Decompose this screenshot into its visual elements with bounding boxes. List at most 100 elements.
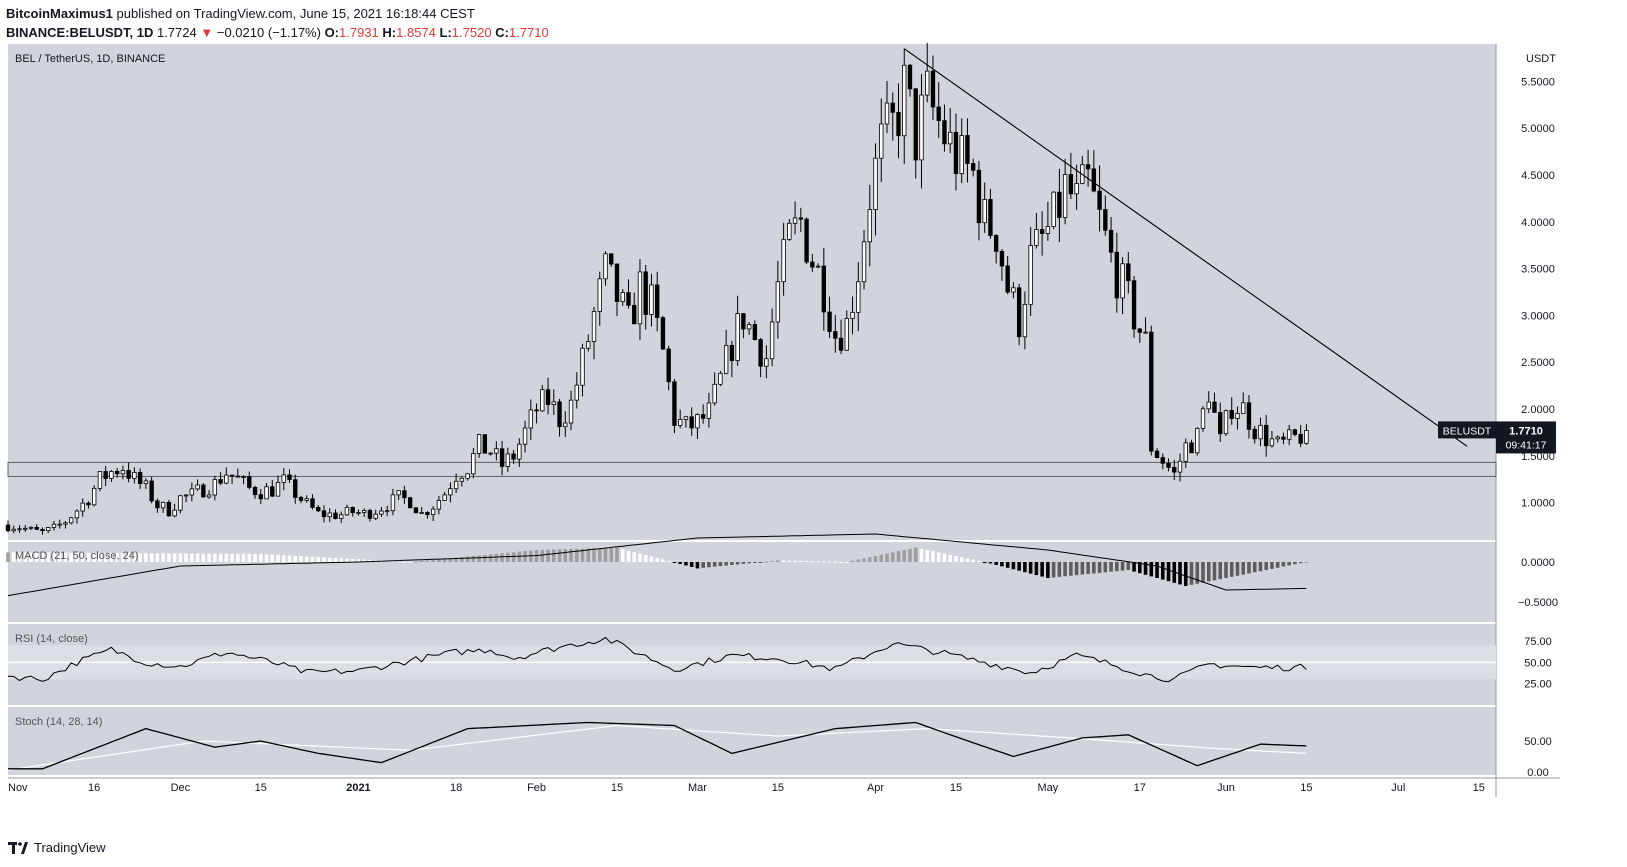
descending-trendline[interactable] [903, 48, 1468, 447]
macd-histogram-bar [1189, 562, 1194, 585]
rsi-title: RSI (14, close) [15, 633, 88, 645]
open-value: 1.7931 [339, 25, 379, 40]
macd-histogram-bar [586, 548, 591, 562]
rsi-tick-label: 75.00 [1524, 636, 1552, 648]
macd-histogram-bar [1103, 562, 1108, 573]
candle [258, 494, 263, 500]
macd-histogram-bar [959, 557, 964, 562]
macd-histogram-bar [57, 552, 62, 562]
macd-histogram-bar [822, 561, 826, 563]
publisher-name[interactable]: BitcoinMaximus1 [6, 6, 113, 21]
macd-histogram-bar [776, 560, 780, 562]
candle [40, 529, 45, 532]
macd-histogram-bar [362, 559, 366, 562]
macd-histogram-bar [1138, 562, 1142, 574]
candle [609, 253, 614, 265]
macd-histogram-bar [1229, 562, 1234, 577]
candle [344, 507, 350, 516]
macd-histogram-bar [1028, 562, 1033, 574]
candle [769, 321, 775, 360]
macd-histogram-bar [471, 556, 476, 562]
macd-histogram-bar [942, 553, 947, 562]
macd-histogram-bar [741, 562, 746, 564]
candle [1286, 429, 1292, 440]
macd-histogram-bar [483, 554, 487, 562]
stoch-tick-label: 0.00 [1527, 767, 1548, 779]
macd-histogram-bar [1224, 562, 1228, 578]
candle [993, 235, 999, 252]
macd-histogram-bar [190, 553, 194, 562]
candle [884, 102, 890, 125]
candle [229, 474, 235, 477]
macd-histogram-bar [902, 550, 907, 562]
macd-histogram-bar [1241, 562, 1245, 575]
candle [833, 331, 838, 339]
candle [942, 120, 947, 145]
candle [597, 278, 602, 312]
macd-histogram-bar [465, 556, 470, 562]
macd-histogram-bar [316, 557, 321, 562]
candle [137, 471, 143, 484]
candle-countdown: 09:41:17 [1506, 439, 1547, 451]
candle [971, 163, 976, 171]
rsi-tick-label: 25.00 [1524, 679, 1552, 691]
candle [390, 494, 396, 512]
candle [988, 198, 993, 236]
macd-histogram-bar [161, 553, 165, 562]
macd-histogram-bar [259, 554, 263, 562]
candle [339, 514, 344, 520]
candle [362, 510, 367, 513]
macd-histogram-bar [236, 553, 240, 562]
macd-histogram-bar [552, 549, 556, 562]
macd-histogram-bar [34, 552, 39, 562]
macd-histogram-bar [339, 558, 344, 562]
macd-histogram-bar [1069, 562, 1073, 576]
macd-histogram-bar [1109, 562, 1113, 572]
candle [114, 470, 120, 475]
candle [465, 473, 470, 479]
macd-histogram-bar [425, 560, 430, 562]
candle [166, 501, 172, 517]
candle [1218, 412, 1223, 435]
macd-histogram-bar [799, 560, 803, 562]
candle [379, 510, 384, 515]
macd-histogram-bar [368, 559, 372, 562]
macd-histogram-bar [1218, 562, 1223, 580]
symbol-label[interactable]: BINANCE:BELUSDT, 1D [6, 25, 154, 40]
macd-histogram-bar [414, 561, 418, 563]
macd-histogram-bar [1080, 562, 1085, 575]
macd-histogram-bar [563, 549, 568, 562]
macd-histogram-bar [167, 553, 171, 562]
candle [735, 313, 740, 361]
candle [310, 498, 315, 508]
macd-histogram-bar [517, 551, 522, 562]
price-tick-label: 3.5000 [1521, 264, 1555, 276]
macd-histogram-bar [1149, 562, 1154, 577]
brand-name[interactable]: TradingView [34, 840, 106, 855]
macd-histogram-bar [149, 553, 154, 562]
footer-brand: TradingView [8, 840, 106, 855]
macd-histogram-bar [1287, 562, 1291, 566]
macd-histogram-bar [270, 554, 275, 562]
time-tick-label: 2021 [346, 782, 370, 794]
candle [459, 477, 465, 482]
candle [505, 453, 511, 467]
macd-histogram-bar [477, 555, 481, 562]
candle [896, 111, 901, 137]
price-tick-label: 2.5000 [1521, 357, 1555, 369]
macd-tick-label: 0.0000 [1521, 557, 1555, 569]
candle [367, 510, 373, 519]
macd-histogram-bar [913, 547, 918, 562]
price-tick-label: 1.5000 [1521, 451, 1555, 463]
macd-histogram-bar [264, 554, 269, 562]
macd-histogram-bar [98, 552, 102, 562]
macd-histogram-bar [310, 556, 315, 562]
candle [74, 510, 80, 519]
candle [1011, 287, 1016, 293]
macd-histogram-bar [1166, 562, 1171, 582]
candle [126, 470, 131, 479]
time-tick-label: 15 [950, 782, 962, 794]
candle [838, 337, 844, 351]
macd-histogram-bar [816, 561, 820, 563]
